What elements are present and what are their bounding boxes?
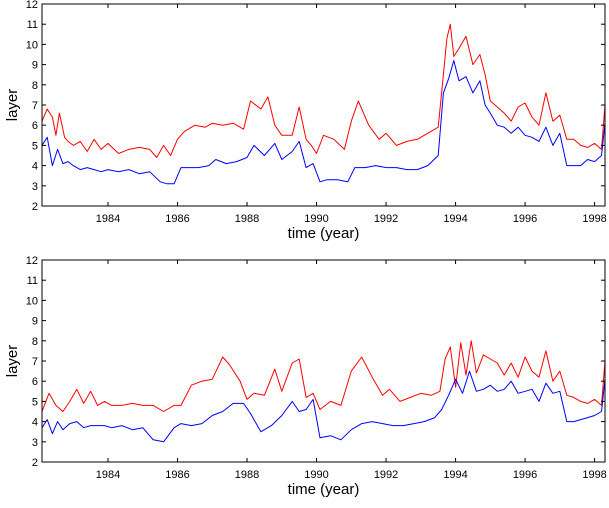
- y-tick-label: 7: [32, 356, 38, 368]
- y-tick-label: 10: [26, 39, 38, 51]
- y-tick-label: 8: [32, 336, 38, 348]
- y-tick-label: 3: [32, 437, 38, 449]
- x-tick-label: 1984: [96, 213, 120, 225]
- y-tick-label: 4: [32, 161, 38, 173]
- x-tick-label: 1998: [582, 469, 606, 481]
- series-line-1: [41, 340, 606, 412]
- y-tick-label: 2: [32, 457, 38, 469]
- x-tick-label: 1990: [304, 469, 328, 481]
- x-axis-label: time (year): [288, 481, 360, 498]
- x-tick-label: 1990: [304, 213, 328, 225]
- x-tick-label: 1984: [96, 469, 120, 481]
- x-tick-label: 1992: [374, 469, 398, 481]
- y-tick-label: 12: [26, 255, 38, 267]
- y-tick-label: 11: [27, 275, 38, 287]
- x-tick-label: 1986: [165, 213, 189, 225]
- y-tick-label: 7: [32, 100, 38, 112]
- x-tick-label: 1994: [443, 469, 467, 481]
- plot-frame: [41, 3, 606, 207]
- y-tick-label: 9: [32, 316, 38, 328]
- series-line-2: [41, 60, 606, 185]
- y-tick-label: 6: [32, 120, 38, 132]
- x-tick-label: 1996: [513, 213, 537, 225]
- y-tick-label: 11: [27, 19, 38, 31]
- y-axis-label: layer: [4, 345, 21, 378]
- y-axis-label: layer: [4, 89, 21, 122]
- y-tick-label: 10: [26, 295, 38, 307]
- series-line-2: [41, 370, 606, 443]
- x-axis-label: time (year): [288, 225, 360, 242]
- y-tick-label: 5: [32, 140, 38, 152]
- chart-top: 2 3 4 5 6 7 8 9 10 11 12 1984 1986 1988 1990 1992 1994 19…: [4, 0, 607, 242]
- y-tick-label: 9: [32, 60, 38, 72]
- y-tick-label: 12: [26, 0, 38, 11]
- series-line-1: [41, 23, 606, 158]
- y-tick-label: 8: [32, 80, 38, 92]
- y-tick-label: 2: [32, 201, 38, 213]
- y-tick-label: 3: [32, 181, 38, 193]
- x-tick-label: 1994: [443, 213, 467, 225]
- y-tick-label: 6: [32, 376, 38, 388]
- chart-bottom: 2 3 4 5 6 7 8 9 10 11 12 1984 1986 1988 1990 1992 1994 19…: [4, 255, 607, 498]
- plot-frame: [41, 259, 606, 463]
- x-tick-label: 1998: [582, 213, 606, 225]
- x-tick-label: 1988: [235, 213, 259, 225]
- x-tick-label: 1996: [513, 469, 537, 481]
- x-tick-label: 1992: [374, 213, 398, 225]
- y-tick-label: 4: [32, 417, 38, 429]
- x-tick-label: 1988: [235, 469, 259, 481]
- y-tick-label: 5: [32, 396, 38, 408]
- x-tick-label: 1986: [165, 469, 189, 481]
